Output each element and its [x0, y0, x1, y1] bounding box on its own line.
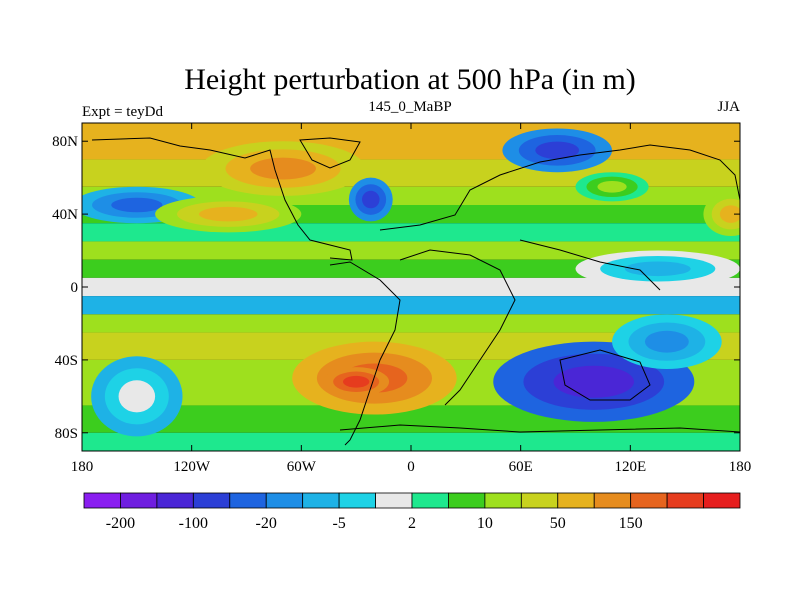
- lat-tick-label: 40N: [52, 207, 78, 223]
- high-north-midlat: [198, 206, 258, 222]
- colorbar-label: 10: [477, 515, 493, 532]
- colorbar: -200 -100 -20 -5 2 10 50 150: [83, 492, 741, 532]
- colorbar-box: [302, 492, 340, 509]
- colorbar-label: -5: [332, 515, 345, 532]
- colorbar-box: [265, 492, 304, 509]
- colorbar-box: [630, 492, 668, 509]
- lat-tick-label: 40S: [55, 353, 78, 369]
- high-north-central: [250, 157, 316, 180]
- greenland-outline: [299, 137, 361, 169]
- high-far-east: [719, 205, 740, 223]
- lat-tick-label: 0: [71, 280, 79, 296]
- time-label: 145_0_MaBP: [368, 99, 451, 115]
- lat-tick-label: 80N: [52, 134, 78, 150]
- map-title: Height perturbation at 500 hPa (in m): [184, 63, 636, 96]
- colorbar-box: [229, 492, 267, 509]
- latitude-axis: 80N 40N 0 40S 80S: [52, 134, 740, 442]
- zonal-band: [82, 314, 740, 333]
- low-arctic-east: [535, 141, 580, 160]
- colorbar-box: [411, 492, 449, 509]
- south-asia-outline: [519, 239, 661, 291]
- low-equatorial-east: [624, 261, 691, 277]
- colorbar-box: [448, 492, 486, 509]
- zonal-band: [82, 123, 740, 160]
- north-america-outline: [91, 137, 353, 261]
- colorbar-box: [192, 492, 231, 509]
- africa-outline: [399, 249, 516, 406]
- eurasia-outline: [379, 144, 740, 231]
- low-north-atlantic: [111, 197, 163, 213]
- colorbar-box: [666, 492, 704, 509]
- colorbar-box: [120, 492, 158, 509]
- colorbar-box: [375, 492, 413, 509]
- coastlines: [91, 137, 740, 446]
- colorbar-box: [703, 492, 741, 509]
- zonal-band: [82, 432, 740, 451]
- low-southern-pacific: [553, 365, 634, 398]
- neutral-southwest: [118, 380, 156, 413]
- colorbar-label: -200: [106, 515, 135, 532]
- colorbar-label: 50: [550, 515, 566, 532]
- experiment-label: Expt = teyDd: [82, 104, 163, 120]
- map-field: [82, 123, 740, 451]
- colorbar-label: 150: [619, 515, 643, 532]
- australia-outline: [559, 349, 651, 401]
- south-america-outline: [329, 261, 401, 446]
- season-label: JJA: [717, 99, 740, 115]
- colorbar-label: -20: [256, 515, 277, 532]
- lon-tick-label: 180: [71, 459, 94, 475]
- lat-tick-label: 80S: [55, 426, 78, 442]
- colorbar-box: [156, 492, 194, 509]
- high-south-core: [343, 375, 370, 388]
- lon-tick-label: 180: [729, 459, 752, 475]
- lon-tick-label: 120E: [614, 459, 646, 475]
- zonal-band: [82, 259, 740, 278]
- lon-tick-label: 120W: [173, 459, 211, 475]
- colorbar-label: -100: [179, 515, 208, 532]
- lon-tick-label: 60W: [287, 459, 317, 475]
- zonal-band: [82, 296, 740, 315]
- zonal-band: [82, 277, 740, 297]
- high-northeast: [597, 180, 627, 193]
- antarctica-outline: [339, 424, 740, 433]
- colorbar-box: [484, 492, 522, 509]
- low-southern-indian: [644, 330, 689, 353]
- lon-tick-label: 0: [407, 459, 415, 475]
- colorbar-box: [338, 492, 376, 509]
- longitude-axis: 180 120W 60W 0 60E 120E 180: [71, 123, 752, 475]
- colorbar-label: 2: [408, 515, 416, 532]
- colorbar-box: [83, 492, 121, 509]
- colorbar-box: [557, 492, 595, 509]
- colorbar-box: [593, 492, 632, 509]
- colorbar-box: [520, 492, 559, 509]
- lon-tick-label: 60E: [509, 459, 533, 475]
- low-west-europe: [362, 190, 380, 209]
- contour-features: [82, 128, 740, 437]
